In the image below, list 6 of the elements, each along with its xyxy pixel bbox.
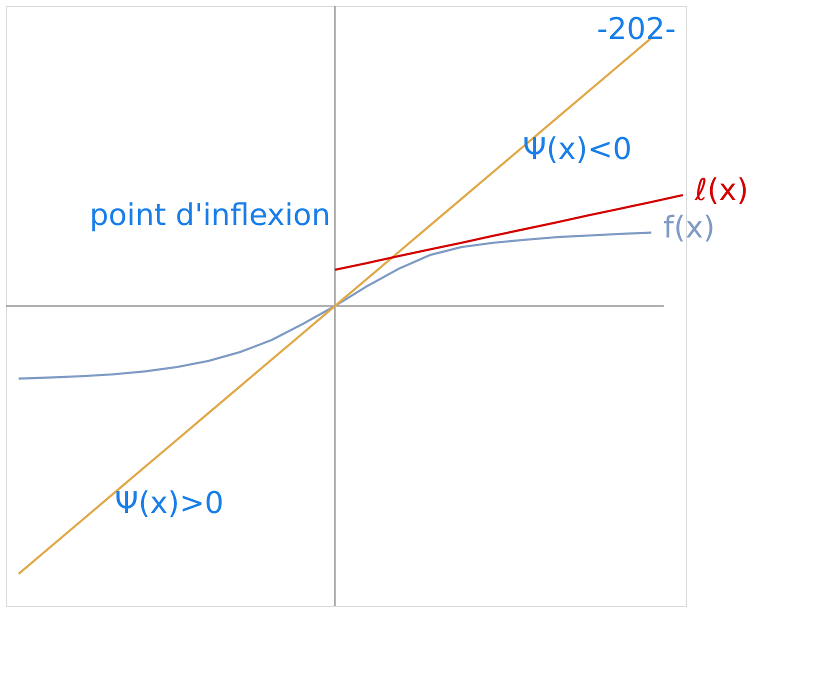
annotation: point d'inflexion bbox=[90, 198, 330, 233]
annotation: Ψ(x)<0 bbox=[522, 132, 632, 167]
annotation: -202- bbox=[596, 12, 676, 47]
annotation: Ψ(x)>0 bbox=[114, 486, 224, 521]
series-label: ℓ(x) bbox=[694, 173, 748, 208]
series-label: f(x) bbox=[663, 210, 715, 246]
